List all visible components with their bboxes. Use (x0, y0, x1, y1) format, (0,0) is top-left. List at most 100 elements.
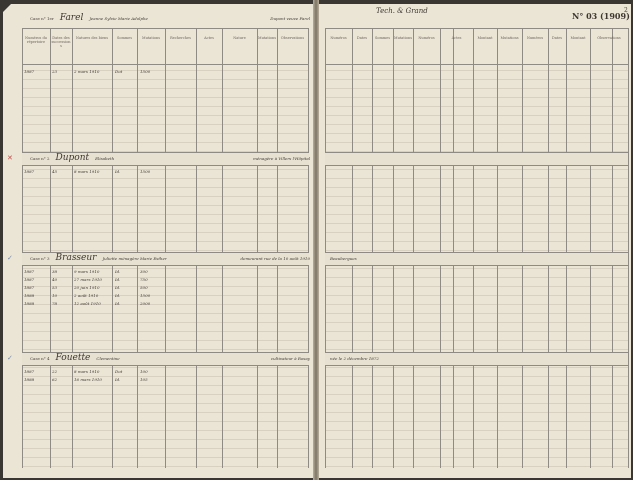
ruled-line (325, 340, 628, 341)
entry-cell: 1887 (24, 269, 35, 274)
column-line (473, 28, 474, 468)
case-name: Dupont (55, 153, 90, 163)
ruled-line (325, 169, 628, 170)
case-right-note: née le 2 décembre 1872 (330, 356, 379, 361)
column-header: Dates (356, 36, 368, 40)
column-line (50, 28, 51, 468)
case-mark: ✓ (7, 354, 13, 362)
ruled-line (325, 421, 628, 422)
column-header: Mutations (258, 36, 277, 40)
entry-cell: 105 (140, 377, 148, 382)
entry-cell: Dot (115, 69, 123, 74)
column-header: Natures des biens (75, 36, 109, 40)
table-top-border (325, 28, 628, 29)
case-band (325, 252, 628, 266)
entry-cell: 38 (52, 269, 58, 274)
column-header: Recherches (170, 36, 191, 40)
entry-cell: 10 (52, 293, 58, 298)
case-extra: Dupont veuve Farel (270, 16, 310, 21)
ruled-line (325, 223, 628, 224)
entry-cell: 62 (52, 377, 58, 382)
case-mark: ✓ (7, 254, 13, 262)
entry-cell: 500 (140, 285, 148, 290)
ruled-line (325, 88, 628, 89)
book-spine (313, 0, 319, 480)
case-label: Case n° 2 (30, 156, 50, 161)
column-header: Mutations (394, 36, 413, 40)
entry-cell: 1500 (140, 69, 151, 74)
entry-cell: 1500 (140, 169, 151, 174)
ruled-line (325, 448, 628, 449)
entry-cell: 300 (140, 269, 148, 274)
column-line (548, 28, 549, 468)
ruled-line (325, 133, 628, 134)
column-header: Montant (570, 36, 586, 40)
entry-cell: 2 mars 1910 (74, 69, 100, 74)
ruled-line (325, 403, 628, 404)
entry-cell: Id. (115, 277, 121, 282)
entry-cell: 2000 (140, 301, 151, 306)
entry-cell: 750 (140, 277, 148, 282)
ruled-line (325, 457, 628, 458)
entry-cell: 40 (52, 277, 58, 282)
case-right-note: Beaubergues (330, 256, 357, 261)
entry-cell: 16 mars 1910 (74, 377, 102, 382)
case-details: Juliette ménagère Marie Esther (102, 256, 167, 261)
column-line (308, 28, 309, 468)
ruled-line (325, 232, 628, 233)
case-label: Case n° 4 (30, 356, 50, 361)
ruled-line (325, 115, 628, 116)
column-header: Nature (233, 36, 246, 40)
column-header: Dates (551, 36, 563, 40)
column-header: Numéros du répertoire (25, 36, 47, 45)
entry-cell: Dot (115, 369, 123, 374)
column-header: Numéros (526, 36, 544, 40)
column-line (566, 28, 567, 468)
column-header: Actes (451, 36, 462, 40)
entry-cell: 20 juin 1910 (74, 285, 100, 290)
column-line (165, 28, 166, 468)
column-header: Numéros (418, 36, 435, 40)
entry-cell: Id. (115, 269, 121, 274)
column-line (137, 28, 138, 468)
case-label: Case n° 3 (30, 256, 50, 261)
ruled-line (325, 331, 628, 332)
column-header: Observations (597, 36, 621, 40)
column-line (112, 28, 113, 468)
column-line (257, 28, 258, 468)
entry-cell: 23 (52, 69, 58, 74)
ruled-line (325, 97, 628, 98)
column-line (628, 28, 629, 468)
ruled-line (325, 367, 628, 368)
page-number: N° 03 (1909) (572, 11, 630, 21)
column-line (72, 28, 73, 468)
entry-cell: 12 août 1910 (74, 301, 101, 306)
entry-cell: 78 (52, 301, 58, 306)
column-line (325, 28, 326, 468)
header-bottom-border (325, 64, 628, 65)
entry-cell: 1887 (24, 169, 35, 174)
case-name: Fouette (55, 353, 91, 363)
ruled-line (325, 241, 628, 242)
right-top-note: Tech. & Grand (376, 7, 428, 15)
case-details: Elisabeth (95, 156, 115, 161)
ruled-line (325, 106, 628, 107)
column-line (352, 28, 353, 468)
ruled-line (325, 349, 628, 350)
ruled-line (325, 376, 628, 377)
column-line (277, 28, 278, 468)
ruled-line (325, 151, 628, 152)
column-header: Dates des successions (51, 36, 71, 49)
case-band (325, 352, 628, 366)
ruled-line (325, 322, 628, 323)
entry-cell: 1887 (24, 285, 35, 290)
case-header: Case n° 1er Farel Jeanne Sylvie Marie Adol… (30, 14, 310, 23)
ruled-line (325, 178, 628, 179)
entry-cell: 1888 (24, 301, 35, 306)
entry-cell: 27 mars 1910 (74, 277, 102, 282)
case-mark: ✕ (7, 154, 13, 162)
case-name: Farel (59, 13, 84, 23)
ruled-line (325, 205, 628, 206)
entry-cell: 9 mars 1910 (74, 269, 100, 274)
case-extra: ménagère à Villers l'Hôpital (253, 156, 310, 161)
